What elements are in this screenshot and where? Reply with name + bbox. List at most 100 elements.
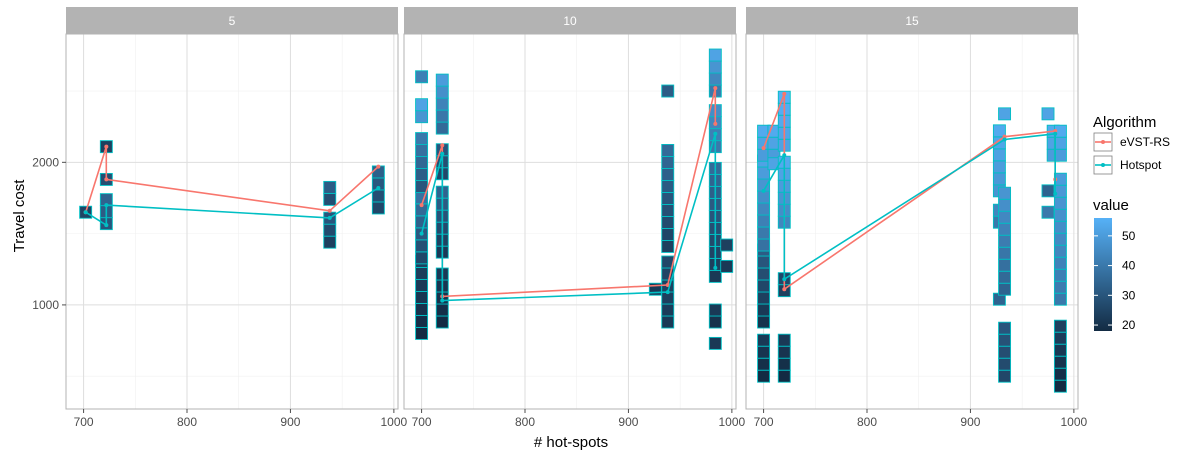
- heat-tile: [661, 144, 675, 157]
- y-tick-label: 2000: [32, 155, 59, 169]
- heat-tile: [998, 333, 1012, 347]
- facet-strip: [746, 7, 1078, 34]
- heat-tile: [1053, 136, 1067, 150]
- heat-tile: [1041, 205, 1055, 219]
- heat-tile: [415, 239, 429, 253]
- legend-entry-evst-rs: eVST-RS: [1120, 135, 1170, 149]
- heat-tile: [998, 222, 1012, 236]
- data-point: [440, 298, 445, 303]
- heat-tile: [415, 168, 429, 182]
- heat-tile: [371, 201, 385, 215]
- data-point: [1002, 134, 1007, 139]
- heat-tile: [757, 345, 771, 359]
- data-point: [83, 210, 88, 215]
- data-point: [665, 290, 670, 295]
- data-point: [327, 215, 332, 220]
- heat-tile: [720, 238, 734, 252]
- data-point: [104, 203, 109, 208]
- legend-entry-hotspot: Hotspot: [1120, 158, 1162, 172]
- heat-tile: [708, 303, 722, 317]
- heat-tile: [757, 267, 771, 281]
- heat-tile: [1053, 379, 1067, 393]
- heat-tile: [415, 144, 429, 158]
- legend: Algorithm eVST-RS Hotspot value 20 30 40 50: [1093, 114, 1170, 332]
- heat-tile: [435, 303, 449, 317]
- legend-key-point: [1101, 140, 1105, 144]
- data-point: [440, 151, 445, 156]
- facet-strip: [404, 7, 736, 34]
- heat-tile: [720, 259, 734, 273]
- heat-tile: [777, 333, 791, 347]
- heat-tile: [1053, 331, 1067, 345]
- data-point: [1053, 191, 1058, 196]
- data-point: [761, 146, 766, 151]
- facet-panel-15: 15 700 800 900 1000: [745, 7, 1088, 429]
- heat-tile: [661, 192, 675, 205]
- heat-tile: [998, 186, 1012, 200]
- colorbar-label: 50: [1122, 229, 1136, 243]
- heat-tile: [757, 303, 771, 317]
- facet-panels: 5 700 800 900 1000 1000 2000 10 700 800 900 1000 15 7…: [32, 7, 1088, 429]
- heat-tile: [371, 189, 385, 203]
- heat-tile: [992, 160, 1006, 174]
- data-point: [782, 153, 787, 158]
- colorbar: [1094, 218, 1112, 331]
- data-point: [713, 131, 718, 136]
- heat-tile: [1041, 107, 1055, 121]
- data-point: [1053, 128, 1058, 133]
- heat-tile: [435, 97, 449, 111]
- y-tick-label: 1000: [32, 298, 59, 312]
- data-point: [104, 223, 109, 228]
- heat-tile: [415, 314, 429, 328]
- fill-legend-title: value: [1093, 197, 1129, 214]
- panel-border: [65, 33, 399, 410]
- x-tick-label: 900: [618, 415, 638, 429]
- heat-tile: [1053, 256, 1067, 270]
- heat-tile: [1053, 319, 1067, 333]
- heat-tile: [998, 357, 1012, 371]
- heat-tile: [415, 278, 429, 292]
- data-point: [713, 265, 718, 270]
- colorbar-label: 30: [1122, 288, 1136, 302]
- legend-key-point: [1101, 163, 1105, 167]
- heat-tile: [1041, 184, 1055, 198]
- panel-border: [745, 33, 1079, 410]
- heat-tile: [777, 357, 791, 371]
- facet-strip: [66, 7, 398, 34]
- heat-tile: [1053, 367, 1067, 381]
- heat-tile: [757, 315, 771, 329]
- data-point: [104, 144, 109, 149]
- heat-tile: [435, 73, 449, 87]
- facet-panel-10: 10 700 800 900 1000: [403, 7, 746, 429]
- heat-tile: [661, 240, 675, 253]
- heat-tile: [992, 172, 1006, 186]
- heat-tile: [415, 110, 429, 124]
- facet-panel-5: 5 700 800 900 1000 1000 2000: [32, 7, 408, 429]
- series-line-hotspot: [762, 132, 1056, 281]
- heat-tile: [1053, 148, 1067, 162]
- heat-tile: [757, 214, 771, 228]
- x-tick-label: 700: [754, 415, 774, 429]
- heat-tile: [998, 258, 1012, 272]
- data-point: [419, 203, 424, 208]
- data-point: [761, 188, 766, 193]
- x-tick-label: 700: [412, 415, 432, 429]
- heat-tile: [757, 369, 771, 383]
- x-axis-title: # hot-spots: [534, 434, 608, 451]
- data-point: [419, 231, 424, 236]
- facet-strip-label: 10: [563, 14, 577, 28]
- x-tick-label: 1000: [719, 415, 746, 429]
- heat-tile: [661, 228, 675, 241]
- data-point: [376, 185, 381, 190]
- heat-tile: [757, 202, 771, 216]
- x-tick-label: 700: [74, 415, 94, 429]
- heat-tile: [1053, 343, 1067, 357]
- heat-tile: [757, 279, 771, 293]
- heat-tile: [415, 326, 429, 340]
- heat-tile: [1053, 244, 1067, 258]
- heat-tile: [661, 315, 675, 329]
- heat-tile: [415, 70, 429, 84]
- heat-tile: [998, 246, 1012, 260]
- heat-tile: [757, 333, 771, 347]
